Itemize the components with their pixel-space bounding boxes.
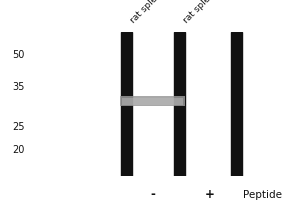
Text: rat spleen: rat spleen — [182, 0, 220, 25]
Text: 50: 50 — [12, 50, 25, 60]
Bar — [122, 98, 183, 105]
Bar — [120, 96, 185, 106]
Text: 35: 35 — [12, 82, 25, 92]
Text: 20: 20 — [12, 145, 25, 155]
Text: +: + — [204, 188, 214, 200]
Bar — [121, 32, 132, 176]
Bar — [174, 32, 185, 176]
Text: -: - — [151, 188, 156, 200]
Text: Peptide: Peptide — [243, 190, 282, 200]
Text: 25: 25 — [12, 122, 25, 132]
Text: rat spleen: rat spleen — [128, 0, 167, 25]
Bar — [231, 32, 242, 176]
